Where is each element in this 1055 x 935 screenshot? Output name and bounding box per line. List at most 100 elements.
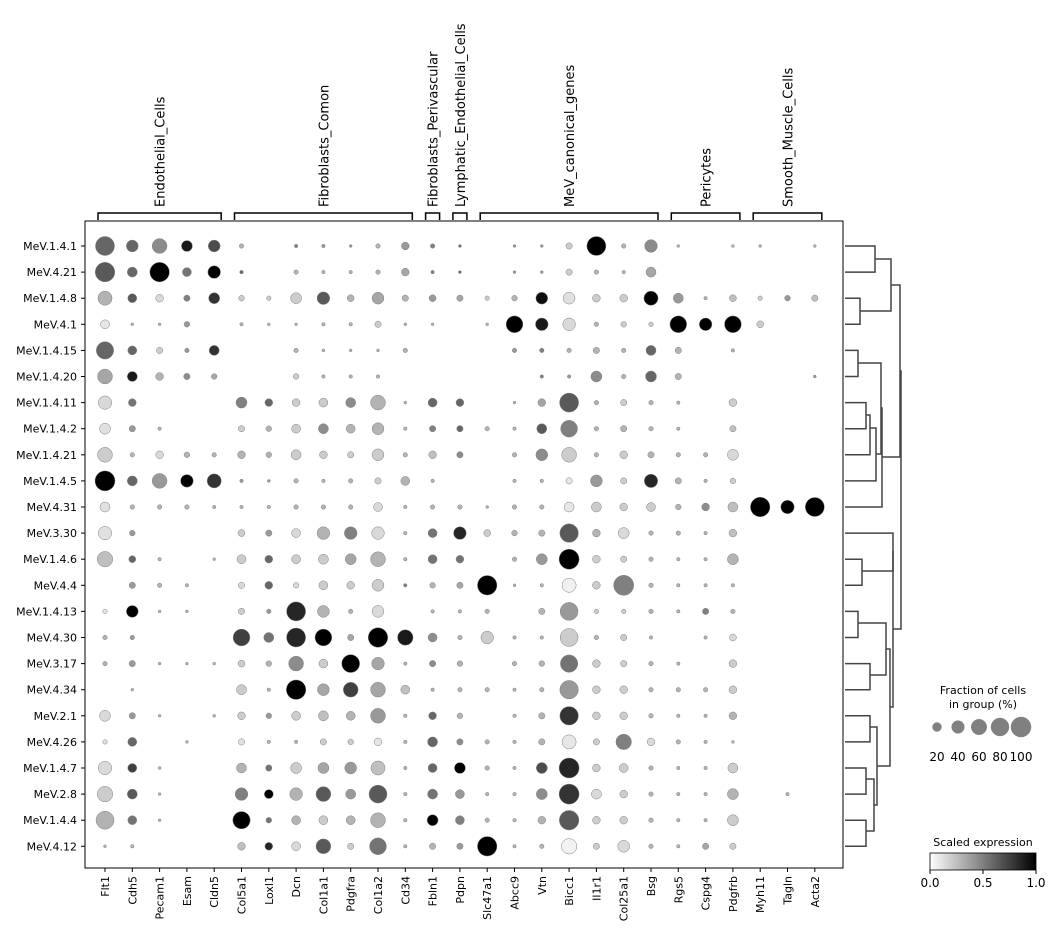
dot-MeV.1.4.2-Il1r1 <box>593 426 599 432</box>
dot-MeV.4.26-Pdgfrb <box>731 740 735 744</box>
dot-MeV.1.4.21-Cspg4 <box>703 452 709 458</box>
dot-MeV.1.4.2-Fbln1 <box>429 425 437 433</box>
dot-MeV.4.1-Col5a1 <box>239 322 244 327</box>
dot-MeV.1.4.21-Flt1 <box>97 447 113 463</box>
y-tick-label: MeV.1.4.20 <box>16 371 77 384</box>
dot-MeV.1.4.7-Cdh5 <box>127 763 138 773</box>
dot-MeV.4.1-Bicc1 <box>562 317 576 331</box>
dot-MeV.4.31-Acta2 <box>805 497 825 517</box>
dot-MeV.2.1-Col1a1 <box>318 710 329 722</box>
dot-MeV.1.4.7-Bsg <box>648 765 654 771</box>
dot-MeV.1.4.1-Bicc1 <box>565 242 573 250</box>
dot-MeV.1.4.6-Flt1 <box>97 551 113 568</box>
dot-MeV.1.4.8-Dcn <box>290 292 302 304</box>
dot-MeV.2.8-Pecam1 <box>157 792 162 796</box>
dot-MeV.2.1-Cspg4 <box>703 713 708 718</box>
group-label: Endothelial_Cells <box>154 96 169 207</box>
dot-MeV.4.26-Il1r1 <box>592 738 600 746</box>
dot-MeV.1.4.4-Cspg4 <box>703 818 708 823</box>
dot-MeV.4.31-Rgs5 <box>675 503 682 511</box>
dot-MeV.1.4.15-Col1a1 <box>321 348 326 353</box>
dot-MeV.2.8-Slc47a1 <box>485 792 490 797</box>
dot-MeV.1.4.6-Col25a1 <box>620 555 628 563</box>
dot-MeV.1.4.21-Cdh5 <box>129 452 135 458</box>
dot-MeV.1.4.21-Bicc1 <box>561 447 577 463</box>
dot-MeV.4.30-Cd34 <box>397 629 414 646</box>
dot-MeV.1.4.5-Loxl1 <box>267 479 271 483</box>
dot-MeV.1.4.20-Pecam1 <box>155 372 164 381</box>
dot-MeV.4.34-Col1a2 <box>370 682 386 698</box>
dot-MeV.1.4.21-Cldn5 <box>211 452 217 458</box>
size-legend-title: in group (%) <box>949 698 1017 711</box>
dot-MeV.1.4.8-Pdgfrb <box>729 294 737 302</box>
dot-MeV.4.34-Bicc1 <box>559 680 579 700</box>
dot-MeV.4.30-Col5a1 <box>232 628 251 647</box>
dot-MeV.4.26-Bsg <box>646 737 656 747</box>
dot-MeV.1.4.2-Col25a1 <box>620 425 628 433</box>
x-tick-label: Col1a2 <box>372 876 385 914</box>
dot-MeV.1.4.6-Il1r1 <box>592 555 601 564</box>
dot-MeV.4.26-Abcc9 <box>512 739 517 744</box>
dot-MeV.3.17-Col25a1 <box>620 660 628 668</box>
dot-MeV.3.30-Cd34 <box>403 531 408 536</box>
dot-MeV.4.4-Cd34 <box>403 583 408 588</box>
dot-MeV.4.12-Slc47a1 <box>477 836 498 857</box>
dot-MeV.1.4.8-Pecam1 <box>155 294 164 303</box>
dot-MeV.4.34-Loxl1 <box>266 687 271 692</box>
dot-MeV.4.26-Esam <box>185 740 189 744</box>
dot-MeV.2.1-Col5a1 <box>237 711 246 720</box>
dot-MeV.4.30-Il1r1 <box>593 635 599 640</box>
x-tick-label: Col5a1 <box>236 876 249 914</box>
group-label: Smooth_Muscle_Cells <box>782 68 797 207</box>
color-legend: Scaled expression 0.0 0.5 1.0 <box>920 836 1045 890</box>
dot-MeV.1.4.1-Pdgfra <box>349 244 353 248</box>
dot-MeV.3.30-Il1r1 <box>592 528 601 538</box>
dot-MeV.4.21-Pdgfra <box>348 270 353 275</box>
colorbar-tick-label: 1.0 <box>1026 876 1045 890</box>
dot-MeV.1.4.13-Vtn <box>538 607 546 615</box>
dot-MeV.4.31-Cd34 <box>403 505 408 509</box>
dot-MeV.1.4.7-Abcc9 <box>512 766 517 770</box>
dot-MeV.4.4-Dcn <box>293 582 300 589</box>
dot-MeV.4.12-Rgs5 <box>676 844 681 849</box>
dot-MeV.4.30-Bicc1 <box>559 628 579 647</box>
dot-MeV.1.4.8-Tagln <box>784 295 791 302</box>
dot-MeV.1.4.6-Pdgfra <box>344 553 357 565</box>
group-bracket <box>452 212 468 220</box>
colorbar-tick-label: 0.0 <box>920 876 939 890</box>
dot-MeV.4.12-Bicc1 <box>561 838 578 855</box>
dot-MeV.1.4.6-Rgs5 <box>676 557 681 562</box>
dot-MeV.1.4.21-Col25a1 <box>619 450 628 459</box>
dot-MeV.4.30-Cdh5 <box>129 635 135 640</box>
dot-MeV.1.4.11-Cd34 <box>403 400 407 405</box>
dot-MeV.1.4.15-Cdh5 <box>127 345 138 356</box>
dot-MeV.4.21-Col5a1 <box>239 270 244 275</box>
dot-MeV.4.31-Cldn5 <box>212 505 217 509</box>
dot-MeV.4.34-Rgs5 <box>675 687 681 693</box>
dot-MeV.1.4.15-Dcn <box>293 347 299 353</box>
dot-MeV.1.4.5-Col5a1 <box>239 478 244 483</box>
x-tick-label: Il1r1 <box>590 876 603 901</box>
dot-MeV.1.4.1-Myh11 <box>758 244 762 248</box>
dot-MeV.4.1-Loxl1 <box>267 322 271 326</box>
dot-MeV.4.4-Bsg <box>648 582 654 588</box>
dot-MeV.1.4.21-Pdgfrb <box>727 449 739 461</box>
dot-MeV.1.4.20-Esam <box>183 373 191 380</box>
dot-MeV.1.4.1-Pecam1 <box>151 238 168 254</box>
dot-MeV.1.4.11-Bicc1 <box>559 392 579 413</box>
dot-MeV.4.12-Cd34 <box>403 844 408 849</box>
dot-MeV.3.30-Pdgfra <box>344 526 358 540</box>
dot-MeV.3.30-Flt1 <box>98 526 112 541</box>
dot-MeV.4.26-Pdgfra <box>347 738 354 745</box>
x-tick-label: Pecam1 <box>154 876 167 920</box>
dot-MeV.2.8-Pdpn <box>455 789 465 799</box>
dot-MeV.1.4.4-Col25a1 <box>619 816 628 825</box>
dendrogram-link <box>845 297 861 326</box>
dot-MeV.2.8-Il1r1 <box>591 788 602 800</box>
dot-MeV.1.4.6-Loxl1 <box>264 555 273 564</box>
dot-MeV.4.1-Pdgfrb <box>724 315 742 333</box>
dot-MeV.1.4.20-Flt1 <box>97 368 113 385</box>
dot-MeV.1.4.11-Cdh5 <box>128 398 137 407</box>
dot-MeV.4.4-Abcc9 <box>512 583 517 587</box>
dot-MeV.1.4.21-Vtn <box>535 448 548 461</box>
